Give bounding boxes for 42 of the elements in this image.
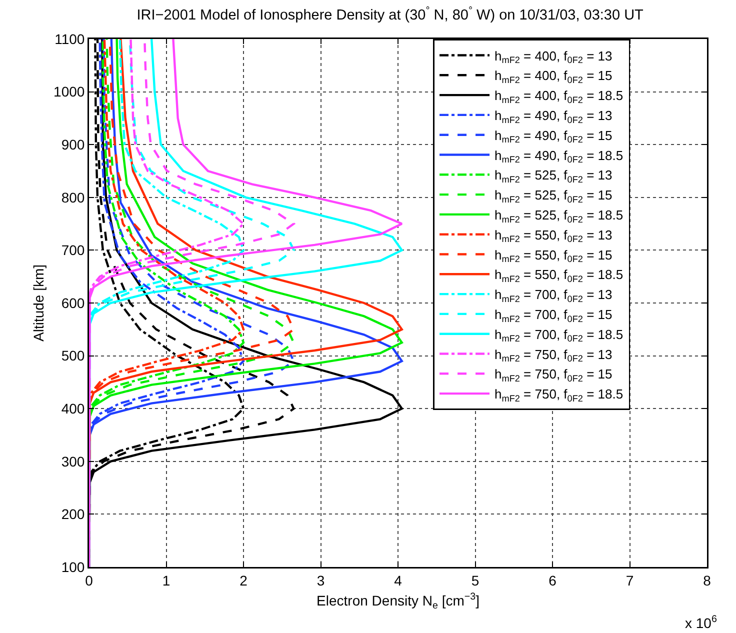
legend-label: h$_{mF2}$ = 700, f$_{0F2}$ = 15 — [494, 307, 612, 324]
y-tick-label: 200 — [61, 506, 85, 522]
legend-label: h$_{mF2}$ = 400, f$_{0F2}$ = 18.5 — [494, 88, 624, 105]
legend-label: h$_{mF2}$ = 490, f$_{0F2}$ = 15 — [494, 128, 612, 145]
chart-title: IRI−2001 Model of Ionosphere Density at (30$^{°}$ N, 80$^{°}$ W) on 10/31/03, 03:30 UT — [136, 6, 644, 24]
y-tick-label: 1000 — [54, 84, 85, 100]
y-tick-label: 800 — [61, 189, 85, 206]
x-tick-label: 4 — [394, 572, 402, 588]
x-tick-label: 5 — [471, 572, 480, 588]
text: x 10$^{6}$ — [685, 614, 718, 631]
y-tick-label: 600 — [61, 294, 85, 311]
x-axis-title: Electron Density N$_{e}$ [cm$^{−3}$] — [316, 591, 480, 612]
legend-label: h$_{mF2}$ = 700, f$_{0F2}$ = 13 — [494, 287, 612, 304]
y-tick-label: 700 — [61, 242, 85, 258]
legend-label: h$_{mF2}$ = 750, f$_{0F2}$ = 15 — [494, 366, 612, 384]
legend-label: h$_{mF2}$ = 525, f$_{0F2}$ = 18.5 — [494, 208, 624, 224]
legend-label: h$_{mF2}$ = 490, f$_{0F2}$ = 13 — [494, 108, 612, 125]
x-tick-label: 1 — [162, 572, 170, 588]
y-tick-label: 1100 — [54, 30, 85, 47]
y-tick-label: 100 — [61, 558, 85, 575]
legend-label: h$_{mF2}$ = 525, f$_{0F2}$ = 13 — [494, 168, 612, 184]
legend-label: h$_{mF2}$ = 400, f$_{0F2}$ = 15 — [494, 68, 612, 85]
y-tick-label: 400 — [61, 400, 85, 416]
x-tick-label: 2 — [240, 572, 248, 588]
y-tick-label: 300 — [61, 453, 85, 470]
x-tick-label: 0 — [85, 572, 94, 588]
legend-label: h$_{mF2}$ = 525, f$_{0F2}$ = 15 — [494, 188, 612, 204]
x-tick-label: 6 — [548, 572, 557, 588]
legend-label: h$_{mF2}$ = 750, f$_{0F2}$ = 18.5 — [494, 386, 624, 404]
legend-label: h$_{mF2}$ = 400, f$_{0F2}$ = 13 — [494, 48, 612, 66]
legend-label: h$_{mF2}$ = 490, f$_{0F2}$ = 18.5 — [494, 148, 624, 165]
y-tick-label: 900 — [61, 136, 85, 152]
legend-label: h$_{mF2}$ = 550, f$_{0F2}$ = 15 — [494, 247, 612, 264]
legend-label: h$_{mF2}$ = 550, f$_{0F2}$ = 18.5 — [494, 267, 624, 284]
x-tick-label: 8 — [703, 572, 712, 588]
legend-label: h$_{mF2}$ = 750, f$_{0F2}$ = 13 — [494, 346, 612, 364]
y-axis-title: Altitude [km] — [30, 264, 46, 342]
x-tick-label: 3 — [316, 572, 325, 588]
legend-label: h$_{mF2}$ = 550, f$_{0F2}$ = 13 — [494, 227, 612, 244]
x-tick-label: 7 — [626, 572, 634, 588]
y-tick-label: 500 — [61, 348, 85, 364]
legend-label: h$_{mF2}$ = 700, f$_{0F2}$ = 18.5 — [494, 326, 624, 344]
